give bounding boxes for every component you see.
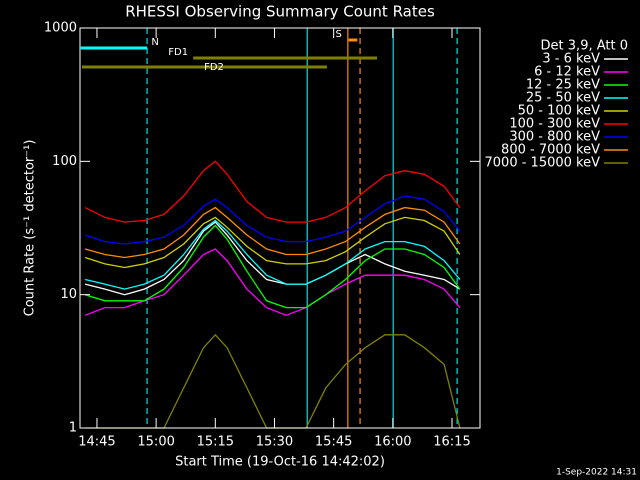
series-line <box>84 224 461 309</box>
legend-label: 800 - 7000 keV <box>501 143 600 158</box>
legend-title: Det 3,9, Att 0 <box>541 39 628 54</box>
x-tick-label: 14:45 <box>78 435 115 450</box>
series-line <box>84 206 461 259</box>
legend-label: 6 - 12 keV <box>534 65 600 80</box>
x-tick-label: 15:15 <box>197 435 234 450</box>
interval-label: N <box>151 37 158 48</box>
x-tick-label: 16:00 <box>374 435 411 450</box>
series-line <box>84 216 461 269</box>
x-tick-label: 15:00 <box>137 435 174 450</box>
x-tick-label: 16:15 <box>433 435 470 450</box>
y-tick-label: 1 <box>69 421 77 436</box>
legend-label: 50 - 100 keV <box>518 104 601 119</box>
series-line <box>84 248 461 316</box>
interval-label: FD1 <box>168 47 188 58</box>
legend-label: 7000 - 15000 keV <box>485 156 601 171</box>
legend-label: 25 - 50 keV <box>526 91 600 106</box>
y-tick-label: 100 <box>52 154 77 169</box>
series-line <box>84 219 461 290</box>
chart-title: RHESSI Observing Summary Count Rates <box>125 3 435 21</box>
interval-label: S <box>335 29 341 40</box>
legend-label: 3 - 6 keV <box>542 52 600 67</box>
y-tick-label: 10 <box>60 287 77 302</box>
series-line <box>84 195 461 245</box>
series-line <box>84 160 461 223</box>
x-tick-label: 15:45 <box>315 435 352 450</box>
y-tick-label: 1000 <box>44 21 77 36</box>
y-axis-label: Count Rate (s⁻¹ detector⁻¹) <box>23 140 38 317</box>
series-line <box>84 221 461 296</box>
x-tick-label: 15:30 <box>256 435 293 450</box>
interval-label: FD2 <box>204 62 224 73</box>
legend-label: 12 - 25 keV <box>526 78 600 93</box>
series-line <box>85 333 461 429</box>
footer: 1-Sep-2022 14:31 <box>556 468 637 478</box>
x-axis-label: Start Time (19-Oct-16 14:42:02) <box>175 455 385 470</box>
legend-label: 300 - 800 keV <box>509 130 600 145</box>
legend-label: 100 - 300 keV <box>509 117 600 132</box>
plot-frame <box>79 27 481 429</box>
